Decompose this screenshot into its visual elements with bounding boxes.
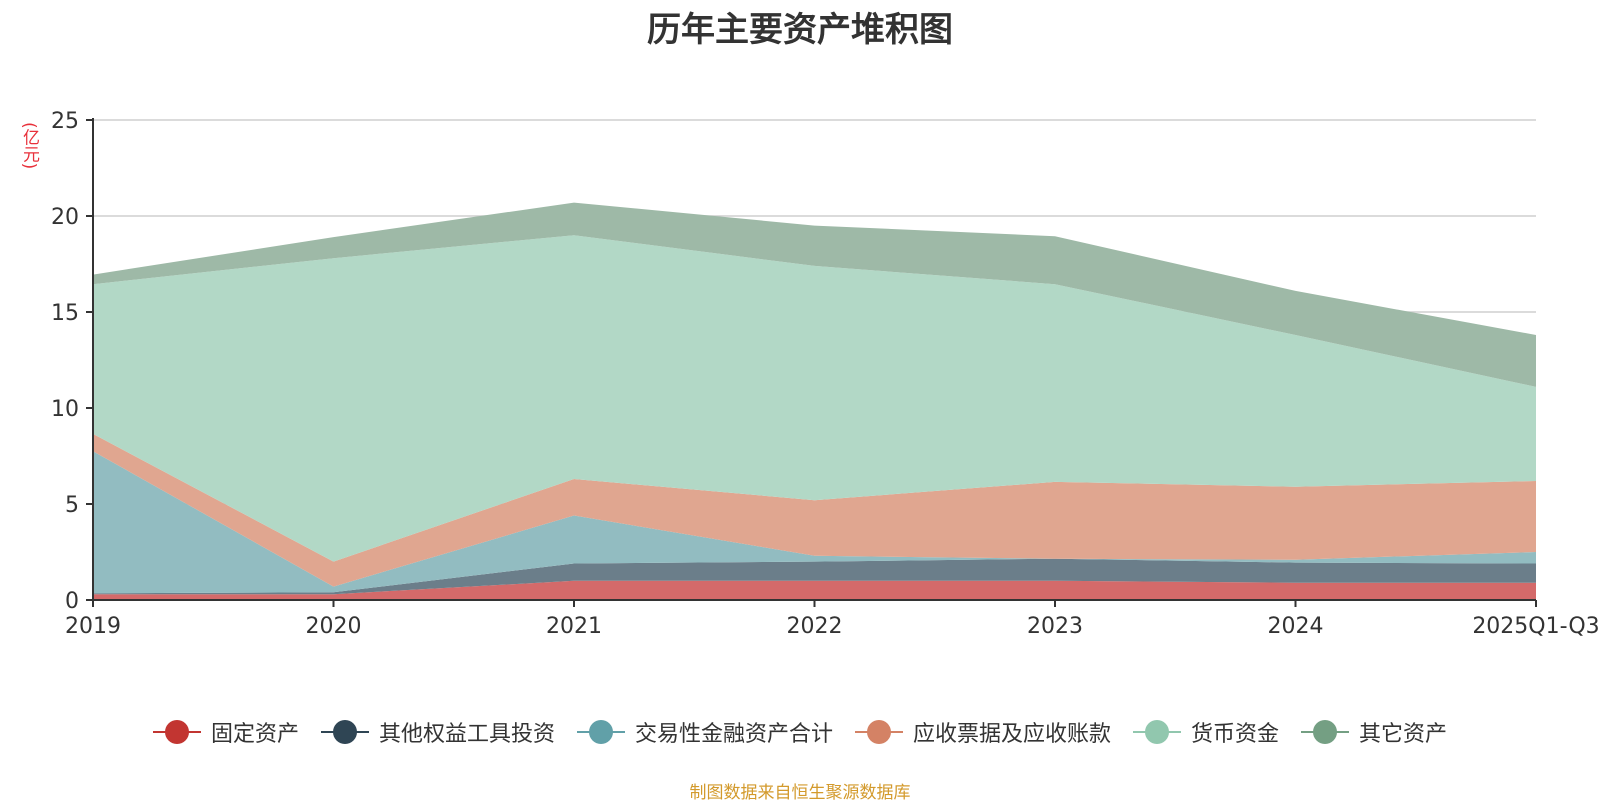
legend-label: 货币资金 [1191,722,1280,747]
legend-label: 应收票据及应收账款 [913,722,1112,747]
area-series-2 [93,451,1536,594]
area-series-5 [93,202,1536,387]
legend-label: 交易性金融资产合计 [634,722,833,747]
legend-label: 其他权益工具投资 [378,722,555,747]
y-tick-label-5: 5 [65,493,79,518]
data-source-note: 制图数据来自恒生聚源数据库 [689,783,911,803]
area-series-0 [93,580,1536,600]
legend-item-5[interactable]: 其它资产 [1301,716,1447,748]
x-tick-label-2020: 2020 [306,614,362,639]
y-tick-label-10: 10 [51,397,79,422]
x-tick-label-2022: 2022 [787,614,843,639]
x-tick-label-2024: 2024 [1268,614,1324,639]
legend-marker-icon [152,720,201,744]
x-tick-label-2023: 2023 [1027,614,1083,639]
legend-item-2[interactable]: 交易性金融资产合计 [576,716,833,748]
y-tick-label-20: 20 [51,205,79,230]
legend-marker-icon [1133,720,1182,744]
legend-marker-icon [320,720,369,744]
legend-label: 其它资产 [1359,722,1448,747]
chart-title: 历年主要资产堆积图 [647,10,953,50]
x-tick-label-2021: 2021 [546,614,602,639]
x-tick-label-2019: 2019 [65,614,121,639]
legend-item-4[interactable]: 货币资金 [1133,716,1279,748]
legend-marker-icon [1301,720,1350,744]
legend-item-1[interactable]: 其他权益工具投资 [320,716,555,748]
x-tick-label-2025Q1-Q3: 2025Q1-Q3 [1472,614,1599,639]
legend-marker-icon [576,720,625,744]
legend-item-3[interactable]: 应收票据及应收账款 [855,716,1111,748]
area-series-1 [93,558,1536,595]
y-tick-label-0: 0 [65,589,79,614]
y-tick-label-15: 15 [51,301,79,326]
chart-plot-area: 0 5 10 15 20 25 2019 2020 2021 2022 2023 2024 2025Q1… [51,109,1600,639]
y-tick-label-25: 25 [51,109,79,134]
legend-marker-icon [855,720,903,744]
area-series-4 [93,235,1536,562]
legend-label: 固定资产 [210,722,299,747]
y-axis-unit-label: (亿元) [19,122,39,170]
legend-item-0[interactable]: 固定资产 [152,716,299,748]
area-series-3 [93,433,1536,587]
chart-legend: 固定资产 其他权益工具投资 交易性金融资产合计 应收票据及应收账款 货币资金 其它资产 [0,716,1600,748]
